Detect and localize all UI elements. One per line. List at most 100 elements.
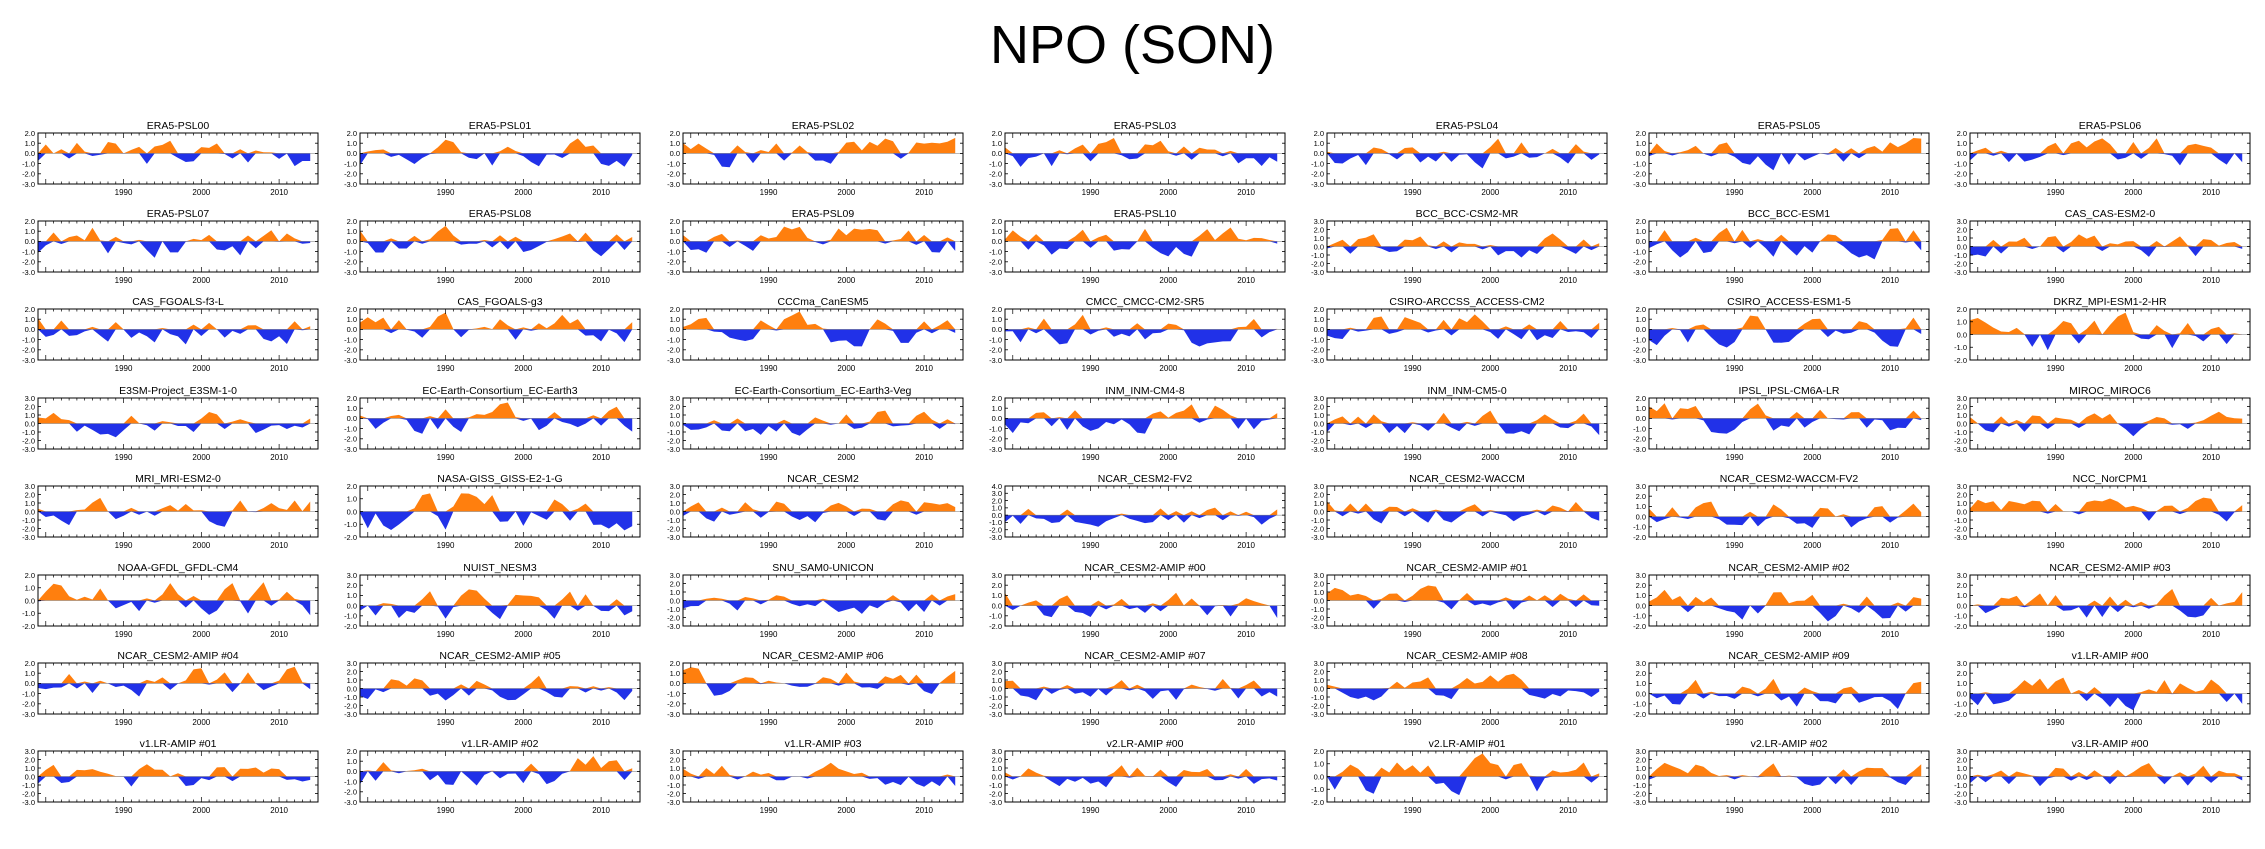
y-tick-label: -1.0	[989, 518, 1002, 527]
y-tick-label: 2.0	[1636, 394, 1646, 403]
negative-anomaly-area	[1649, 516, 1922, 528]
y-tick-label: 0.0	[347, 684, 357, 693]
y-tick-label: 1.0	[347, 139, 357, 148]
x-tick-label: 2000	[1159, 364, 1177, 373]
x-tick-label: 1990	[115, 453, 133, 462]
y-tick-label: -3.0	[989, 710, 1002, 719]
panel-title: NCAR_CESM2-WACCM	[1409, 473, 1525, 485]
y-tick-label: -3.0	[22, 268, 35, 277]
y-tick-label: 0.0	[1314, 325, 1324, 334]
y-tick-label: 0.0	[1636, 601, 1646, 610]
y-tick-label: -2.0	[1633, 533, 1646, 542]
y-tick-label: -3.0	[1954, 533, 1967, 542]
x-tick-label: 2000	[837, 453, 855, 462]
panel-frame	[1648, 485, 1930, 538]
y-tick-label: -2.0	[1633, 346, 1646, 355]
x-tick-label: 2010	[1559, 453, 1577, 462]
panel-plot-area: v1.LR-AMIP #00 3.02.01.00.0 -1.0-2.0 1990 20…	[1954, 650, 2251, 727]
panel-chart: NCAR_CESM2-WACCM 3.02.01.00.0-1.0-2.0-3.0…	[1311, 473, 1608, 550]
x-tick-label: 2010	[1237, 364, 1255, 373]
x-tick-label: 2010	[2202, 188, 2220, 197]
x-tick-label: 2000	[1159, 718, 1177, 727]
panel-chart: CCCma_CanESM5 2.01.00.0-1.0 -2.0-3.0 1990 20…	[667, 296, 964, 373]
y-tick-label: -2.0	[1954, 170, 1967, 179]
y-tick-label: 0.0	[25, 507, 35, 516]
negative-anomaly-area	[1327, 153, 1600, 169]
y-tick-label: 3.0	[1957, 394, 1967, 403]
panel-chart: NCC_NorCPM1 3.02.01.00.0-1.0-2.0-3.0 1990 2…	[1954, 473, 2251, 550]
panel-plot-area: CAS_CAS-ESM2-0 3.02.01.00.0-1.0-2.0-3.0 19…	[1954, 208, 2251, 285]
panel-title: NCAR_CESM2-AMIP #00	[1084, 562, 1205, 574]
y-tick-label: 1.0	[670, 669, 680, 678]
y-tick-label: -1.0	[22, 781, 35, 790]
x-tick-label: 1990	[2047, 630, 2065, 639]
y-tick-label: -1.0	[344, 159, 357, 168]
panel-chart: ERA5-PSL02 2.01.00.0-1.0 -2.0-3.0 1990 2000 2…	[667, 120, 964, 197]
negative-anomaly-area	[1649, 418, 1922, 434]
y-tick-label: 0.0	[347, 767, 357, 776]
positive-anomaly-area	[683, 311, 956, 330]
x-tick-label: 1990	[437, 276, 455, 285]
y-tick-label: -2.0	[989, 622, 1002, 631]
x-tick-label: 2000	[837, 364, 855, 373]
y-tick-label: 2.0	[1636, 217, 1646, 226]
panel-chart: CAS_FGOALS-g3 2.01.00.0-1.0 -2.0-3.0 1990 20…	[344, 296, 641, 373]
positive-anomaly-area	[1649, 138, 1922, 154]
panel-plot-area: NCAR_CESM2-AMIP #00 3.02.01.00.0 -1.0-2.0 1…	[989, 562, 1286, 639]
y-tick-label: 1.0	[347, 315, 357, 324]
y-tick-label: -1.0	[22, 335, 35, 344]
panel-title: IPSL_IPSL-CM6A-LR	[1739, 385, 1840, 397]
negative-anomaly-area	[1327, 511, 1600, 524]
y-tick-label: -1.0	[1311, 335, 1324, 344]
y-tick-label: 1.0	[1314, 588, 1324, 597]
y-tick-label: -2.0	[1633, 622, 1646, 631]
panel-plot-area: NCAR_CESM2-AMIP #05 3.02.01.00.0-1.0-2.0-…	[344, 650, 641, 727]
panel-plot-area: INM_INM-CM4-8 2.01.00.0-1.0 -2.0-3.0 1990 20…	[989, 385, 1286, 462]
positive-anomaly-area	[1649, 227, 1922, 242]
panel-title: NCAR_CESM2-AMIP #07	[1084, 650, 1205, 662]
y-tick-label: 0.0	[347, 507, 357, 516]
x-tick-label: 2010	[270, 630, 288, 639]
y-tick-label: -1.0	[1311, 251, 1324, 260]
y-tick-label: 4.0	[992, 482, 1002, 491]
y-tick-label: -2.0	[667, 170, 680, 179]
x-tick-label: 1990	[1404, 630, 1422, 639]
x-tick-label: 2000	[514, 188, 532, 197]
negative-anomaly-area	[683, 153, 956, 168]
y-tick-label: -2.0	[344, 533, 357, 542]
y-tick-label: -1.0	[989, 247, 1002, 256]
x-tick-label: 1990	[1726, 188, 1744, 197]
y-tick-label: -3.0	[344, 798, 357, 807]
panel-chart: BCC_BCC-CSM2-MR 3.02.01.00.0-1.0-2.0-3.0 1…	[1311, 208, 1608, 285]
panel-chart: ERA5-PSL01 2.01.00.0-1.0 -2.0-3.0 1990 2000 2…	[344, 120, 641, 197]
y-tick-label: -2.0	[344, 622, 357, 631]
y-tick-label: 3.0	[1957, 571, 1967, 580]
positive-anomaly-area	[1970, 411, 2243, 424]
y-tick-label: 2.0	[347, 667, 357, 676]
y-tick-label: 1.0	[1314, 499, 1324, 508]
negative-anomaly-area	[1327, 423, 1600, 436]
panel-plot-area: ERA5-PSL06 2.01.00.0-1.0 -2.0-3.0 1990 2000 2…	[1954, 120, 2251, 197]
y-tick-label: 1.0	[25, 764, 35, 773]
x-tick-label: 2010	[2202, 364, 2220, 373]
y-tick-label: -2.0	[1954, 710, 1967, 719]
y-tick-label: 0.0	[670, 679, 680, 688]
positive-anomaly-area	[1327, 233, 1600, 247]
x-tick-label: 2010	[1559, 541, 1577, 550]
y-tick-label: 0.0	[1957, 242, 1967, 251]
y-tick-label: -2.0	[989, 258, 1002, 267]
negative-anomaly-area	[683, 683, 956, 696]
panel-plot-area: CMCC_CMCC-CM2-SR5 2.01.00.0-1.0 -2.0-3.0 19…	[989, 296, 1286, 373]
y-tick-label: -3.0	[1954, 445, 1967, 454]
y-tick-label: 1.0	[992, 591, 1002, 600]
x-tick-label: 2010	[915, 630, 933, 639]
y-tick-label: -1.0	[667, 247, 680, 256]
panel-chart: NCAR_CESM2-AMIP #01 3.02.01.00.0-1.0-2.0-…	[1311, 562, 1608, 639]
y-tick-label: 2.0	[992, 581, 1002, 590]
negative-anomaly-area	[683, 600, 956, 614]
y-tick-label: -3.0	[1311, 710, 1324, 719]
y-tick-label: 1.0	[992, 227, 1002, 236]
y-tick-label: 2.0	[992, 129, 1002, 138]
